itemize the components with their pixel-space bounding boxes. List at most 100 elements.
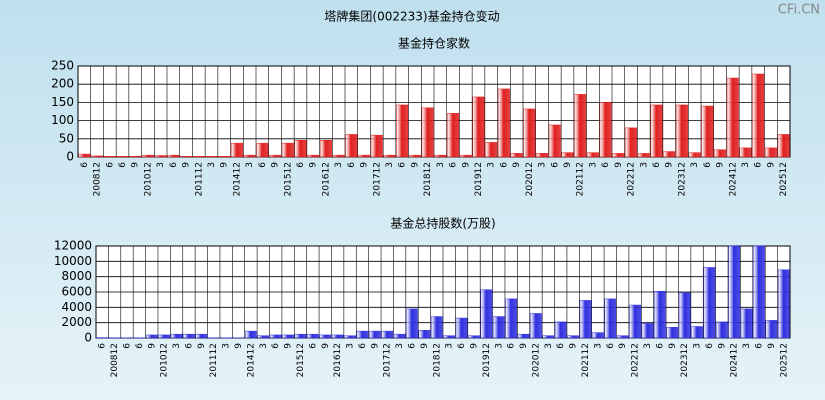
bar <box>116 156 129 158</box>
x-tick-label: 9 <box>665 162 675 168</box>
bar <box>195 333 208 339</box>
x-tick-label: 201012 <box>160 343 170 377</box>
bar <box>714 149 727 158</box>
x-tick-label: 6 <box>499 162 509 168</box>
x-tick-label: 3 <box>156 162 166 168</box>
x-tick-label: 6 <box>98 343 108 349</box>
x-tick-label: 6 <box>652 162 662 168</box>
page-title: 塔牌集团(002233)基金持仓变动 <box>324 9 499 24</box>
bar <box>282 334 294 339</box>
bar <box>358 154 371 158</box>
bar <box>269 334 282 339</box>
bar <box>129 156 142 158</box>
bar <box>530 313 542 339</box>
bar <box>406 308 418 339</box>
x-tick-label: 9 <box>321 343 331 349</box>
x-tick-label: 6 <box>135 343 145 349</box>
bar <box>726 77 739 158</box>
bar <box>492 316 505 339</box>
bar <box>691 326 703 339</box>
x-tick-label: 202412 <box>728 162 738 196</box>
bar <box>344 335 356 339</box>
bar <box>447 113 460 158</box>
bar <box>740 308 753 339</box>
x-tick-label: 9 <box>131 162 141 168</box>
bar <box>269 154 282 158</box>
x-tick-label: 202012 <box>525 162 535 196</box>
bar <box>205 156 218 158</box>
bar <box>574 94 587 158</box>
bar <box>158 334 170 339</box>
bar <box>485 142 498 158</box>
x-tick-label: 3 <box>172 343 182 349</box>
x-tick-label: 6 <box>449 162 459 168</box>
x-tick-label: 9 <box>519 343 529 349</box>
bar <box>472 96 485 158</box>
x-tick-label: 6 <box>398 162 408 168</box>
bar <box>579 300 592 339</box>
x-tick-label: 9 <box>420 343 430 349</box>
x-tick-label: 3 <box>487 162 497 168</box>
bar <box>319 140 332 158</box>
bar <box>331 334 344 339</box>
x-tick-label: 9 <box>618 343 628 349</box>
bar <box>612 153 625 158</box>
x-tick-label: 201812 <box>432 343 442 377</box>
bar <box>777 134 790 158</box>
y-tick-label: 250 <box>51 59 74 73</box>
x-tick-label: 3 <box>742 343 752 349</box>
bar <box>307 154 320 158</box>
x-tick-label: 202412 <box>730 343 740 377</box>
bar <box>383 154 396 158</box>
x-tick-label: 201612 <box>333 343 343 377</box>
x-tick-label: 201612 <box>321 162 331 196</box>
bar <box>567 335 579 339</box>
x-tick-label: 9 <box>309 162 319 168</box>
x-tick-label: 6 <box>358 343 368 349</box>
x-tick-label: 201412 <box>246 343 256 377</box>
bar <box>170 333 183 339</box>
x-tick-label: 200812 <box>110 343 120 377</box>
x-tick-label: 202212 <box>631 343 641 377</box>
bar <box>480 289 493 339</box>
x-tick-label: 3 <box>593 343 603 349</box>
bar <box>505 298 517 339</box>
x-tick-label: 201812 <box>423 162 433 196</box>
x-tick-label: 9 <box>569 343 579 349</box>
bar <box>192 156 205 158</box>
y-tick-label: 200 <box>51 77 74 91</box>
bar <box>459 154 472 158</box>
x-tick-label: 9 <box>410 162 420 168</box>
bar <box>319 334 332 339</box>
bar <box>78 153 91 158</box>
x-tick-label: 3 <box>690 162 700 168</box>
x-tick-label: 6 <box>308 343 318 349</box>
bar <box>393 333 406 339</box>
bar <box>183 333 195 339</box>
x-tick-label: 202512 <box>779 162 789 196</box>
x-tick-label: 6 <box>507 343 517 349</box>
bar <box>396 104 409 158</box>
bar <box>455 317 468 339</box>
x-tick-label: 9 <box>469 343 479 349</box>
x-tick-label: 201112 <box>209 343 219 377</box>
bar <box>650 104 663 158</box>
x-tick-label: 3 <box>207 162 217 168</box>
bar <box>180 156 193 158</box>
bar <box>654 290 666 339</box>
x-tick-label: 6 <box>184 343 194 349</box>
x-tick-label: 201112 <box>194 162 204 196</box>
x-tick-label: 6 <box>347 162 357 168</box>
y-tick-label: 12000 <box>54 239 92 253</box>
x-tick-label: 9 <box>271 162 281 168</box>
x-tick-label: 9 <box>147 343 157 349</box>
x-tick-label: 6 <box>118 162 128 168</box>
bar <box>728 245 741 339</box>
x-tick-label: 201012 <box>143 162 153 196</box>
x-tick-label: 3 <box>222 343 232 349</box>
bar <box>154 155 167 158</box>
x-tick-label: 3 <box>588 162 598 168</box>
x-tick-label: 3 <box>544 343 554 349</box>
bar <box>752 73 765 158</box>
